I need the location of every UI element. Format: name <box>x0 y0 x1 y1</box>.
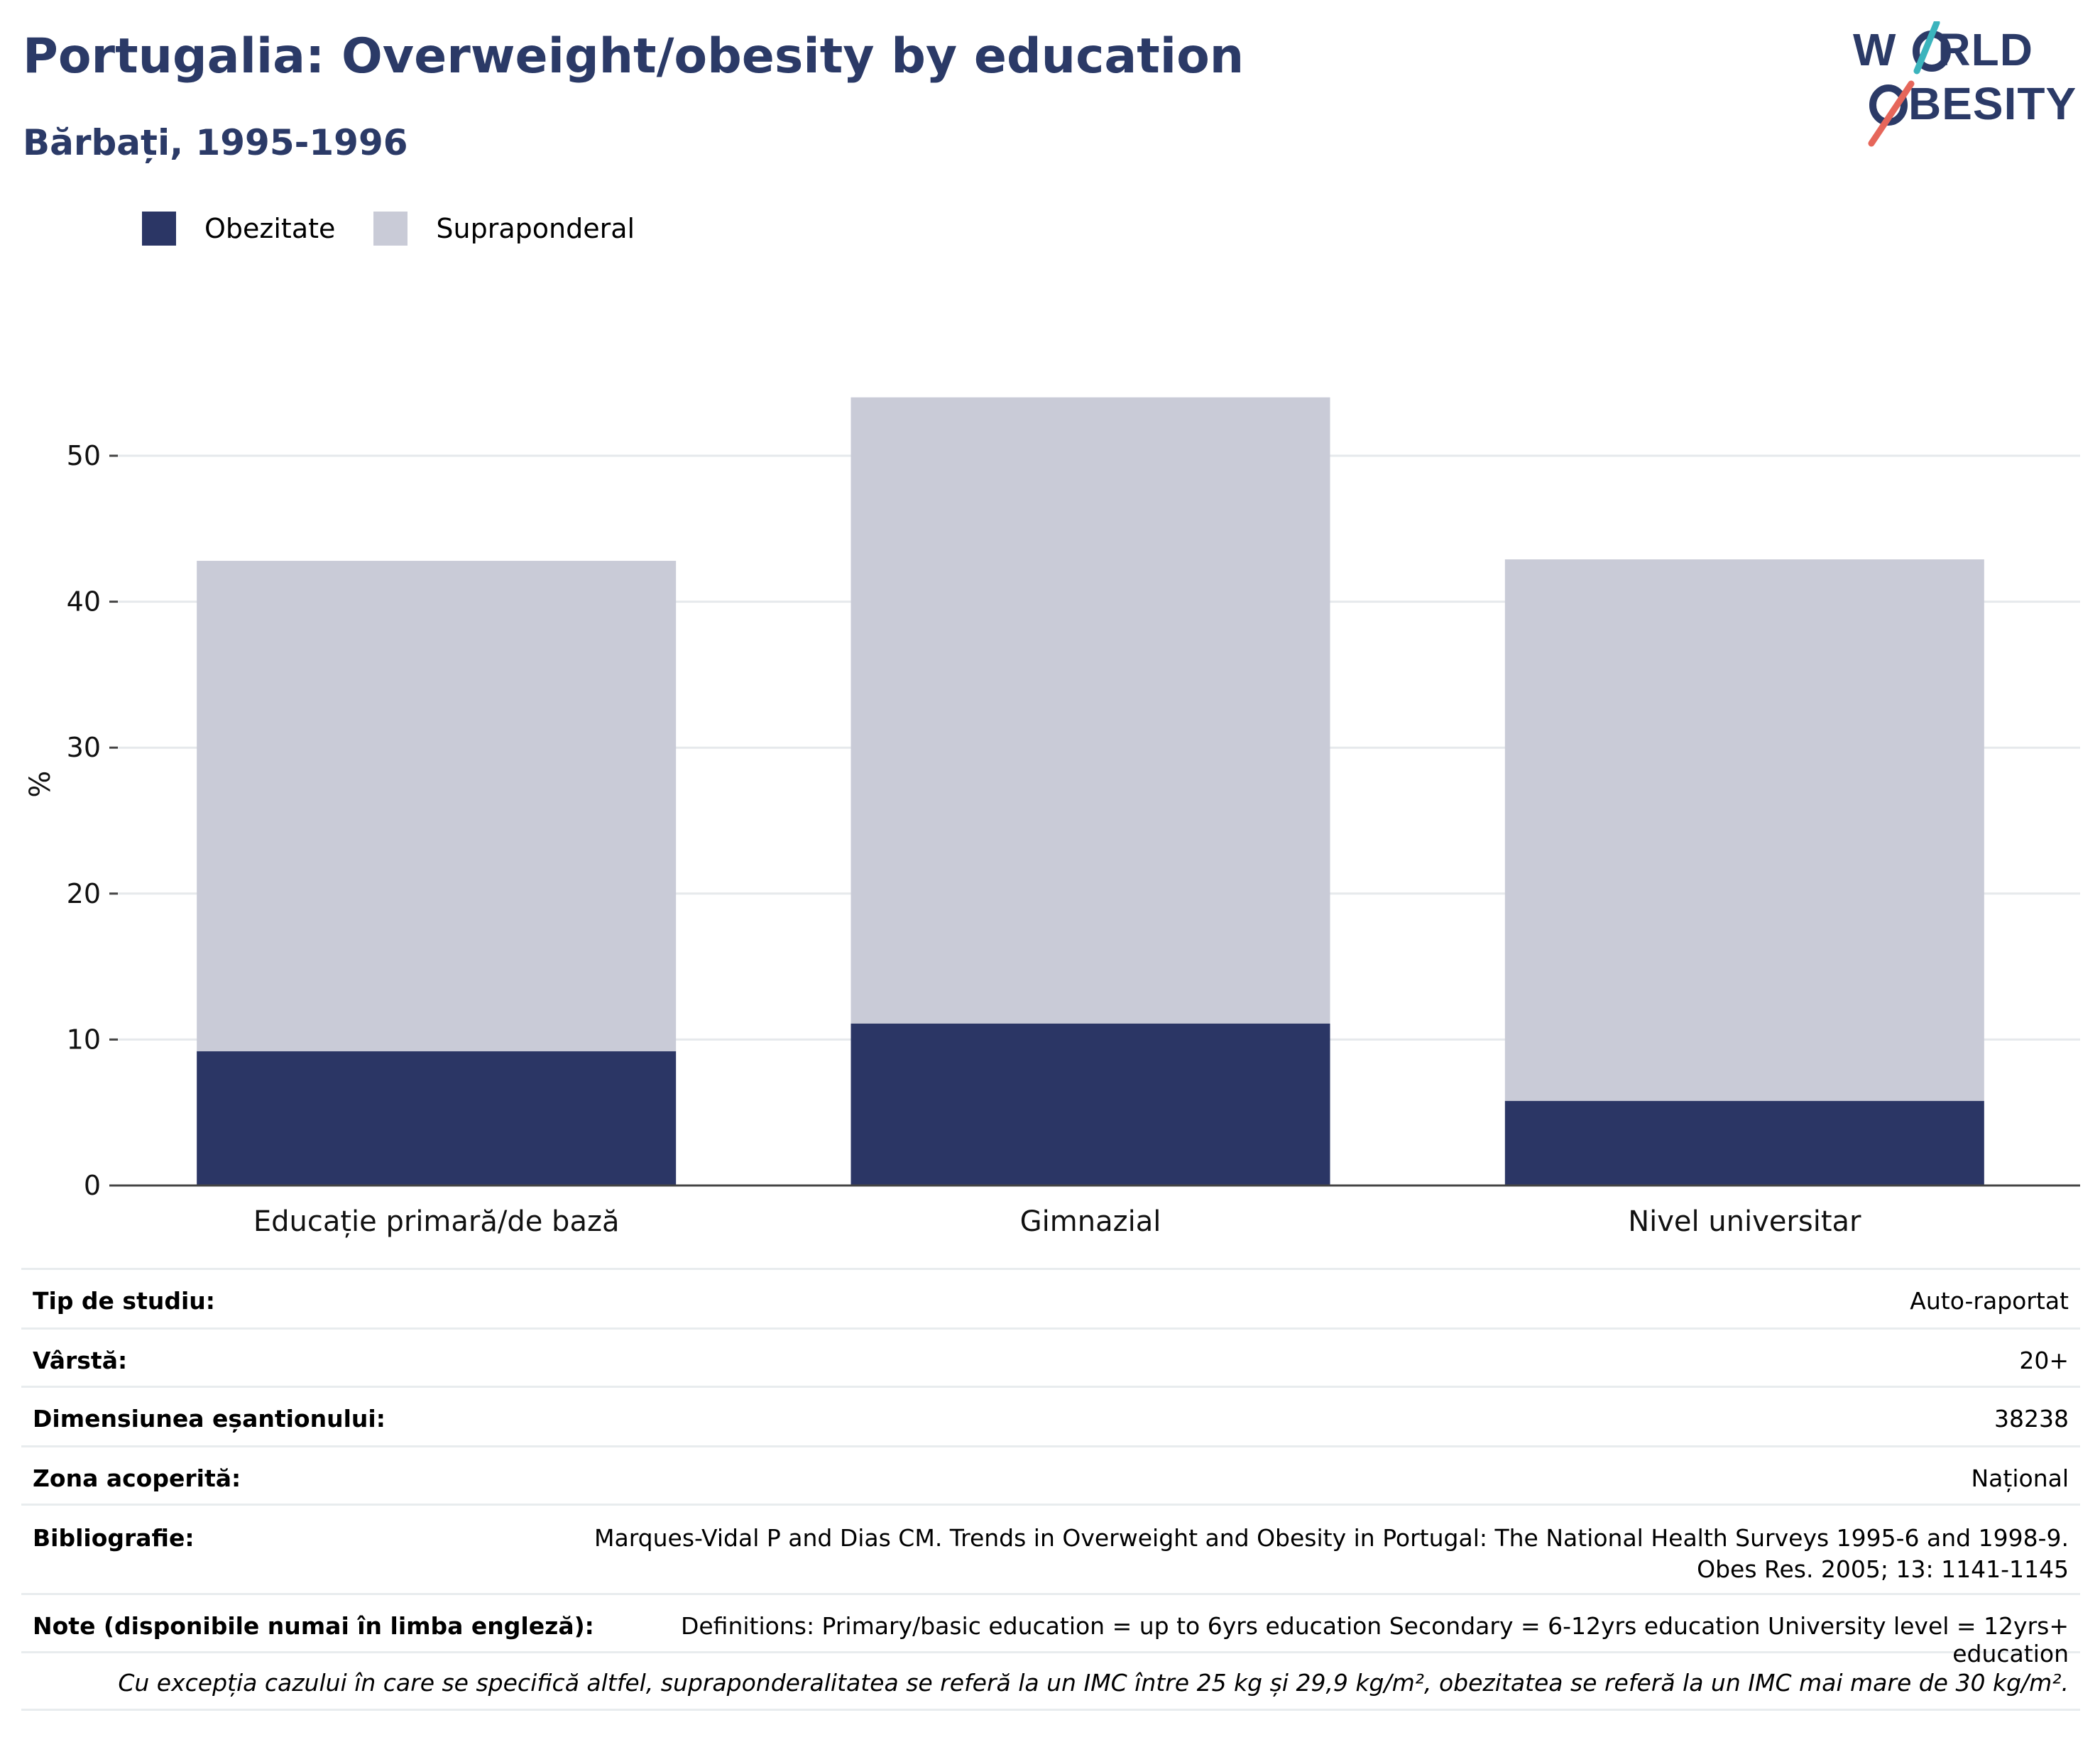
info-label: Vârstă: <box>33 1347 128 1374</box>
info-row-notes: Note (disponibile numai în limba engleză… <box>21 1593 2080 1667</box>
bar-chart: 0 10 20 30 40 50% Educație primară/de bază Gimn… <box>24 397 2080 1238</box>
chart-subtitle: Bărbați, 1995-1996 <box>23 122 408 163</box>
info-label: Bibliografie: <box>33 1524 195 1552</box>
x-tick-label: Nivel universitar <box>1628 1205 1861 1238</box>
legend-swatch-overweight <box>373 212 408 246</box>
y-tick-label: 10 <box>67 1024 101 1055</box>
info-row-study-type: Tip de studiu: Auto-raportat <box>21 1268 2080 1327</box>
info-label: Zona acoperită: <box>33 1464 241 1492</box>
bar-overweight <box>197 561 677 1051</box>
y-tick-label: 30 <box>67 732 101 763</box>
legend-label-overweight: Supraponderal <box>436 213 635 244</box>
info-row-bibliography: Bibliografie: Marques-Vidal P and Dias C… <box>21 1504 2080 1593</box>
legend-label-obesity: Obezitate <box>204 213 336 244</box>
y-axis-label: % <box>24 771 57 798</box>
info-value: Național <box>1971 1464 2069 1492</box>
legend-item-overweight[interactable]: Supraponderal <box>373 212 635 246</box>
info-value: Marques-Vidal P and Dias CM. Trends in O… <box>594 1524 2069 1583</box>
legend: Obezitate Supraponderal <box>142 212 673 246</box>
info-label: Dimensiunea eșantionului: <box>33 1405 385 1433</box>
legend-item-obesity[interactable]: Obezitate <box>142 212 335 246</box>
info-value: 20+ <box>2019 1347 2069 1374</box>
world-obesity-logo: W RLD BESITY <box>1853 21 2077 147</box>
y-tick-label: 50 <box>67 440 101 471</box>
svg-text:BESITY: BESITY <box>1908 78 2077 129</box>
info-row-sample-size: Dimensiunea eșantionului: 38238 <box>21 1386 2080 1445</box>
bar-overweight <box>851 397 1330 1024</box>
y-tick-label: 20 <box>67 878 101 909</box>
y-tick-label: 40 <box>67 586 101 618</box>
info-row-area-covered: Zona acoperită: Național <box>21 1445 2080 1504</box>
x-tick-label: Gimnazial <box>1020 1205 1161 1238</box>
chart-title: Portugalia: Overweight/obesity by educat… <box>23 28 1245 84</box>
info-value: Auto-raportat <box>1910 1287 2069 1315</box>
bar-obesity <box>197 1051 677 1185</box>
info-table: Tip de studiu: Auto-raportat Vârstă: 20+… <box>21 1268 2080 1711</box>
bar-overweight <box>1504 559 1984 1101</box>
info-label: Note (disponibile numai în limba engleză… <box>33 1612 594 1640</box>
info-value: 38238 <box>1994 1405 2069 1433</box>
y-tick-label: 0 <box>84 1170 101 1201</box>
bar-obesity <box>1504 1100 1984 1185</box>
info-label: Tip de studiu: <box>33 1287 215 1315</box>
info-row-age: Vârstă: 20+ <box>21 1327 2080 1386</box>
footnote: Cu excepția cazului în care se specifică… <box>21 1651 2080 1711</box>
legend-swatch-obesity <box>142 212 176 246</box>
info-value: Definitions: Primary/basic education = u… <box>680 1612 2069 1667</box>
bar-obesity <box>851 1023 1330 1185</box>
x-tick-label: Educație primară/de bază <box>253 1205 620 1238</box>
